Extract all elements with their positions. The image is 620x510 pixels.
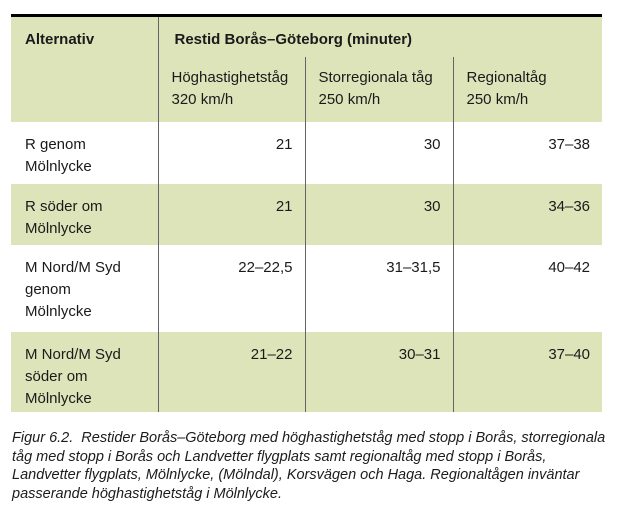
value-cell: 22–22,5 — [157, 244, 305, 332]
value-cell: 30–31 — [304, 331, 453, 412]
alternative-cell: M Nord/M Syd söder om Mölnlycke — [11, 331, 158, 412]
alternative-cell: R genom Mölnlycke — [11, 122, 158, 184]
value-cell: 31–31,5 — [304, 244, 453, 332]
alternative-line: söder om — [25, 367, 88, 385]
alternative-line: Mölnlycke — [25, 389, 92, 407]
value-cell: 21 — [157, 183, 305, 245]
column-header-alternativ: Alternativ — [11, 15, 158, 122]
subcol-speed: 250 km/h — [466, 90, 529, 108]
traveltime-table: Alternativ Restid Borås–Göteborg (minute… — [11, 14, 603, 412]
value-cell: 21 — [157, 121, 305, 184]
column-header-storregionala: Storregionala tåg 250 km/h — [304, 56, 453, 122]
table-title-label: Restid Borås–Göteborg (minuter) — [174, 31, 413, 48]
value-cell: 40–42 — [452, 244, 603, 332]
column-header-regionaltag: Regionaltåg 250 km/h — [452, 56, 603, 122]
caption-line: passerande höghastighetståg i Mölnlycke. — [12, 485, 283, 502]
column-header-label: Alternativ — [25, 31, 95, 48]
subcol-speed: 320 km/h — [171, 90, 234, 108]
alternative-line: M Nord/M Syd — [25, 258, 121, 276]
alternative-line: R söder om — [25, 197, 103, 215]
value-cell: 30 — [304, 121, 453, 184]
value-cell: 34–36 — [452, 183, 603, 245]
subcol-label: Regionaltåg — [466, 68, 547, 86]
alternative-line: Mölnlycke — [25, 157, 92, 175]
alternative-line: genom — [25, 280, 71, 298]
subcol-speed: 250 km/h — [318, 90, 381, 108]
header-title-row: Alternativ Restid Borås–Göteborg (minute… — [11, 15, 603, 122]
table-row: M Nord/M Syd söder om Mölnlycke 21–22 30… — [11, 331, 603, 412]
table-row: R genom Mölnlycke 21 30 37–38 — [11, 121, 603, 184]
table-row: M Nord/M Syd genom Mölnlycke 22–22,5 31–… — [11, 244, 603, 332]
alternative-line: M Nord/M Syd — [25, 345, 121, 363]
value-cell: 37–40 — [452, 331, 603, 412]
table-title: Restid Borås–Göteborg (minuter) — [157, 15, 603, 57]
alternative-cell: R söder om Mölnlycke — [11, 183, 158, 245]
alternative-cell: M Nord/M Syd genom Mölnlycke — [11, 245, 158, 332]
alternative-line: Mölnlycke — [25, 219, 92, 237]
subcol-label: Höghastighetståg — [171, 68, 289, 86]
caption-line: Landvetter flygplats, Mölnlycke, (Mölnda… — [12, 467, 580, 483]
caption-line: tåg med stopp i Borås och Landvetter fly… — [12, 448, 547, 465]
column-header-hoghastighetstag: Höghastighetståg 320 km/h — [157, 56, 305, 122]
alternative-line: Mölnlycke — [25, 302, 92, 320]
subcol-label: Storregionala tåg — [318, 68, 433, 86]
value-cell: 37–38 — [452, 121, 603, 184]
alternative-line: R genom — [25, 135, 86, 153]
caption-line: Figur 6.2. Restider Borås–Göteborg med h… — [12, 430, 606, 446]
table-row: R söder om Mölnlycke 21 30 34–36 — [11, 183, 603, 245]
header-subcolumns-row: Höghastighetståg 320 km/h Storregionala … — [11, 56, 603, 122]
figure-caption: Figur 6.2. Restider Borås–Göteborg med h… — [12, 429, 605, 503]
value-cell: 21–22 — [157, 331, 305, 412]
value-cell: 30 — [304, 183, 453, 245]
